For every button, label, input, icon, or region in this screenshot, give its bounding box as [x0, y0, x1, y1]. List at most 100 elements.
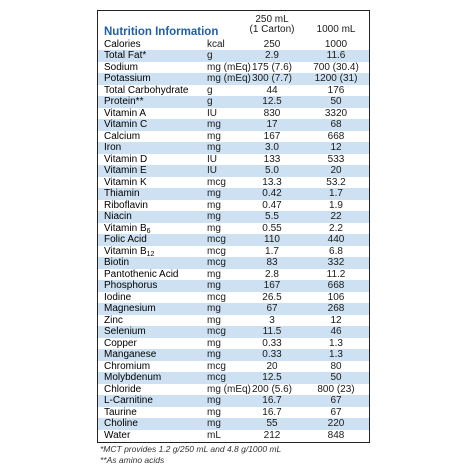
nutrient-name: Potassium	[104, 73, 151, 84]
row-background	[98, 50, 369, 62]
value-1000ml: 440	[327, 234, 345, 245]
nutrient-name: Iodine	[104, 291, 132, 303]
unit: mg	[207, 142, 221, 153]
nutrient-name-text: Vitamin B	[104, 222, 147, 234]
value-1000ml: 668	[327, 130, 345, 142]
nutrient-name: Vitamin C	[104, 119, 148, 130]
value-250ml: 5.5	[265, 211, 279, 222]
nutrient-name: Chromium	[104, 360, 151, 372]
nutrient-name: Niacin	[104, 211, 132, 222]
value-250ml: 83	[266, 257, 278, 268]
row-background	[98, 407, 369, 419]
row-background	[98, 96, 369, 108]
value-250ml: 133	[263, 153, 281, 165]
unit: mg (mEq)	[207, 61, 251, 73]
nutrient-name: Chloride	[104, 383, 142, 395]
nutrient-name: Choline	[104, 418, 138, 429]
value-250ml: 212	[263, 429, 281, 441]
row-background	[98, 395, 369, 407]
value-250ml: 3	[269, 314, 275, 326]
value-1000ml: 700 (30.4)	[313, 61, 359, 73]
value-250ml: 0.33	[262, 349, 282, 360]
value-250ml: 3.0	[265, 142, 279, 153]
unit: mg	[207, 280, 221, 291]
value-250ml: 5.0	[265, 165, 279, 176]
row-background	[98, 119, 369, 131]
value-250ml: 13.3	[262, 176, 282, 188]
value-250ml: 16.7	[262, 406, 282, 418]
nutrient-name: Vitamin D	[104, 153, 148, 165]
value-250ml: 20	[266, 360, 278, 372]
value-1000ml: 1.9	[329, 199, 343, 211]
nutrient-name: Vitamin B6	[104, 223, 151, 238]
value-250ml: 67	[266, 303, 278, 314]
value-250ml: 11.5	[262, 326, 282, 337]
unit: mg	[207, 418, 221, 429]
value-1000ml: 1000	[324, 38, 348, 50]
value-250ml: 44	[266, 84, 278, 96]
nutrient-name: Sodium	[104, 61, 138, 73]
value-1000ml: 1.3	[329, 337, 343, 349]
value-1000ml: 6.8	[329, 245, 343, 257]
value-1000ml: 12	[330, 314, 342, 326]
unit: mcg	[207, 234, 226, 245]
nutrient-name: Iron	[104, 142, 122, 153]
value-250ml: 167	[263, 280, 281, 291]
unit: IU	[207, 153, 217, 165]
value-1000ml: 1.3	[329, 349, 343, 360]
value-250ml: 200 (5.6)	[251, 383, 293, 395]
nutrient-name: Calcium	[104, 130, 141, 142]
nutrient-name-subscript: 12	[146, 250, 155, 258]
row-background	[98, 372, 369, 384]
row-background	[98, 73, 369, 85]
unit: mg	[207, 349, 221, 360]
unit: mg	[207, 268, 221, 280]
value-1000ml: 50	[330, 372, 342, 383]
nutrient-name: Total Carbohydrate	[104, 84, 189, 96]
nutrient-name-subscript: 6	[146, 227, 151, 235]
unit: mg	[207, 119, 221, 130]
value-250ml: 0.55	[262, 222, 282, 234]
nutrient-name: Vitamin K	[104, 176, 147, 188]
value-1000ml: 800 (23)	[317, 383, 355, 395]
unit: mg	[207, 314, 221, 326]
unit: mcg	[207, 291, 226, 303]
value-1000ml: 12	[330, 142, 342, 153]
column-header: (1 Carton)	[249, 24, 295, 35]
unit: IU	[207, 165, 217, 176]
footnote: **As amino acids	[100, 455, 165, 465]
value-250ml: 1.7	[265, 245, 279, 257]
value-250ml: 26.5	[262, 291, 282, 303]
value-1000ml: 67	[330, 395, 342, 406]
column-header: 250 mL	[255, 14, 289, 25]
value-1000ml: 67	[330, 406, 342, 418]
unit: mg	[207, 222, 221, 234]
value-1000ml: 1.7	[329, 188, 343, 199]
unit: g	[207, 84, 213, 96]
value-1000ml: 3320	[324, 107, 348, 119]
unit: mcg	[207, 245, 226, 257]
value-250ml: 17	[266, 119, 278, 130]
value-1000ml: 176	[327, 84, 345, 96]
unit: g	[207, 96, 213, 107]
unit: g	[207, 50, 213, 61]
unit: mg	[207, 199, 221, 211]
row-background	[98, 188, 369, 200]
unit: mg	[207, 130, 221, 142]
value-1000ml: 533	[327, 153, 345, 165]
value-250ml: 2.8	[265, 268, 279, 280]
row-background	[98, 315, 369, 327]
unit: mg (mEq)	[207, 383, 251, 395]
unit: mg	[207, 337, 221, 349]
table-border	[97, 10, 370, 443]
nutrient-name: Vitamin A	[104, 107, 147, 119]
nutrient-name: Phosphorus	[104, 280, 158, 291]
value-1000ml: 53.2	[326, 176, 346, 188]
unit: IU	[207, 107, 217, 119]
value-1000ml: 106	[327, 291, 345, 303]
unit: mg	[207, 211, 221, 222]
nutrient-name: Taurine	[104, 406, 137, 418]
value-1000ml: 268	[327, 303, 345, 314]
row-background	[98, 165, 369, 177]
